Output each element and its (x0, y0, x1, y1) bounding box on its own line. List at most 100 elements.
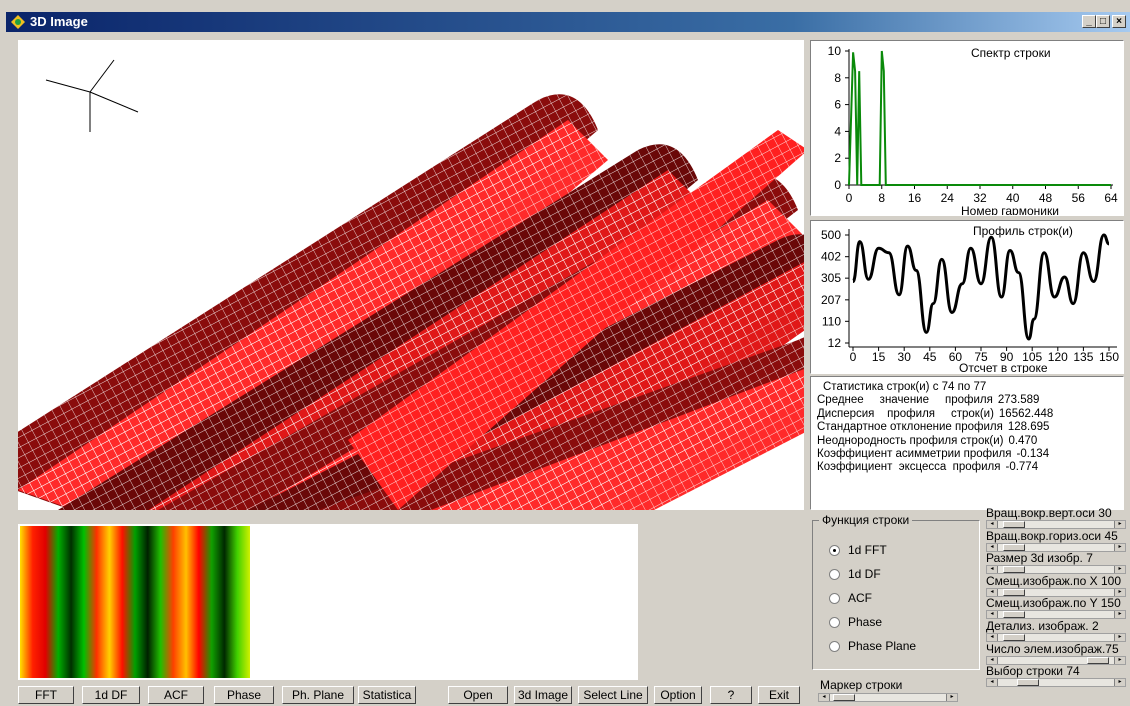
slider-label: Размер 3d изобр. 7 (986, 551, 1093, 566)
slider-thumb[interactable] (1003, 521, 1025, 528)
radio-dot-icon[interactable] (829, 592, 840, 604)
slider-thumb[interactable] (1003, 588, 1025, 596)
slider-thumb[interactable] (833, 694, 855, 701)
scroll-right-icon[interactable]: ▸ (946, 694, 957, 701)
scroll-left-icon[interactable]: ◂ (987, 634, 998, 641)
scroll-left-icon[interactable]: ◂ (987, 656, 998, 664)
radio-phase[interactable]: Phase (829, 615, 882, 629)
x-tick-label: 40 (1006, 191, 1020, 205)
radio-1d-fft[interactable]: 1d FFT (829, 543, 887, 557)
radio-label: 1d DF (848, 567, 881, 581)
radio-1d-df[interactable]: 1d DF (829, 567, 881, 581)
slider-label: Смещ.изображ.по Y 150 (986, 596, 1121, 611)
select-line-button[interactable]: Select Line (578, 686, 648, 704)
help-button[interactable]: ? (710, 686, 752, 704)
x-tick-label: 15 (872, 350, 886, 364)
slider-label: Число элем.изображ.75 (986, 641, 1119, 656)
scroll-right-icon[interactable]: ▸ (1114, 611, 1125, 619)
stat-label: Дисперсия профиля строк(и) (817, 407, 994, 420)
fft-button[interactable]: FFT (18, 686, 74, 704)
slider-label: Вращ.вокр.верт.оси 30 (986, 506, 1112, 520)
scroll-right-icon[interactable]: ▸ (1114, 588, 1125, 596)
phase-button[interactable]: Phase (214, 686, 274, 704)
x-tick-label: 64 (1104, 191, 1118, 205)
surface-3d-view[interactable] (18, 40, 804, 510)
radio-dot-icon[interactable] (829, 640, 840, 652)
statistica-button[interactable]: Statistica (358, 686, 416, 704)
1d-df-button[interactable]: 1d DF (82, 686, 140, 704)
radio-dot-icon[interactable] (829, 616, 840, 628)
slider-track[interactable]: ◂ ▸ (986, 655, 1126, 665)
slider-track[interactable]: ◂ ▸ (986, 633, 1126, 642)
profile-xlabel: Отсчет в строке (959, 361, 1048, 373)
x-tick-label: 150 (1099, 350, 1119, 364)
minimize-button[interactable]: _ (1082, 15, 1096, 28)
stat-value: 273.589 (997, 394, 1040, 407)
line-function-group: Функция строки 1d FFT 1d DF ACF Phase Phase … (812, 513, 980, 670)
slider-track[interactable]: ◂ ▸ (986, 587, 1126, 597)
slider-thumb[interactable] (1017, 679, 1039, 687)
slider-track[interactable]: ◂ ▸ (986, 565, 1126, 575)
scroll-right-icon[interactable]: ▸ (1114, 679, 1125, 687)
scroll-left-icon[interactable]: ◂ (987, 611, 998, 619)
stat-label: Коэффициент эксцесса профиля (817, 461, 1001, 474)
x-tick-label: 30 (898, 350, 912, 364)
x-tick-label: 120 (1048, 350, 1068, 364)
slider-thumb[interactable] (1003, 634, 1025, 641)
phase-plane-button[interactable]: Ph. Plane (282, 686, 354, 704)
scroll-left-icon[interactable]: ◂ (987, 543, 998, 551)
slider-thumb[interactable] (1003, 611, 1025, 619)
exit-button[interactable]: Exit (758, 686, 800, 704)
close-button[interactable]: × (1112, 15, 1126, 28)
scroll-left-icon[interactable]: ◂ (987, 521, 998, 528)
stat-value: 16562.448 (998, 407, 1054, 420)
spectrum-series-line (848, 50, 1111, 186)
scroll-right-icon[interactable]: ▸ (1114, 521, 1125, 528)
radio-label: ACF (848, 591, 872, 605)
slider-thumb[interactable] (1003, 566, 1025, 574)
slider-track[interactable]: ◂ ▸ (986, 520, 1126, 529)
x-tick-label: 45 (923, 350, 937, 364)
scroll-right-icon[interactable]: ▸ (1114, 566, 1125, 574)
stat-value: 128.695 (1007, 421, 1050, 434)
stat-value: 0.470 (1008, 434, 1038, 447)
slider-track[interactable]: ◂ ▸ (986, 678, 1126, 688)
y-tick-label: 500 (821, 228, 841, 242)
marker-label: Маркер строки (820, 678, 903, 692)
surface-3d-canvas (18, 59, 804, 510)
scroll-left-icon[interactable]: ◂ (987, 566, 998, 574)
x-tick-label: 90 (1000, 350, 1014, 364)
acf-button[interactable]: ACF (148, 686, 204, 704)
slider-track[interactable]: ◂ ▸ (986, 542, 1126, 552)
maximize-button[interactable]: □ (1096, 15, 1110, 28)
y-tick-label: 110 (822, 314, 841, 328)
radio-dot-icon[interactable] (829, 568, 840, 580)
statistics-panel: Статистика строк(и) с 74 по 77 Среднее з… (810, 376, 1124, 510)
stat-row: Среднее значение профиля 273.589 (811, 394, 1123, 407)
scroll-right-icon[interactable]: ▸ (1114, 634, 1125, 641)
stat-label: Среднее значение профиля (817, 394, 993, 407)
radio-dot-icon[interactable] (829, 544, 840, 556)
scroll-left-icon[interactable]: ◂ (819, 694, 830, 701)
radio-phase-plane[interactable]: Phase Plane (829, 639, 916, 653)
radio-acf[interactable]: ACF (829, 591, 872, 605)
slider-label: Смещ.изображ.по X 100 (986, 573, 1121, 588)
y-tick-label: 12 (828, 336, 842, 350)
scroll-right-icon[interactable]: ▸ (1114, 656, 1125, 664)
slider-thumb[interactable] (1003, 543, 1025, 551)
slider-track[interactable]: ◂ ▸ (986, 610, 1126, 620)
stats-title: Статистика строк(и) с 74 по 77 (823, 381, 987, 393)
marker-slider[interactable]: ◂ ▸ (818, 693, 958, 702)
slider-thumb[interactable] (1087, 656, 1109, 664)
x-tick-label: 0 (850, 350, 857, 364)
scroll-left-icon[interactable]: ◂ (987, 588, 998, 596)
line-function-legend: Функция строки (819, 513, 913, 527)
3d-image-button[interactable]: 3d Image (514, 686, 572, 704)
scroll-right-icon[interactable]: ▸ (1114, 543, 1125, 551)
profile-series-line (851, 233, 1110, 341)
x-tick-label: 32 (973, 191, 987, 205)
option-button[interactable]: Option (654, 686, 702, 704)
open-button[interactable]: Open (448, 686, 508, 704)
x-tick-label: 48 (1039, 191, 1053, 205)
scroll-left-icon[interactable]: ◂ (987, 679, 998, 687)
